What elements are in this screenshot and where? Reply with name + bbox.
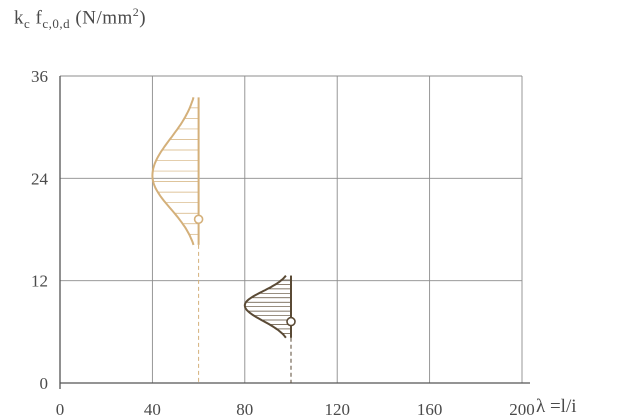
series-2: [243, 274, 296, 383]
y-axis-label: kc fc,0,d (N/mm2): [14, 5, 147, 32]
x-tick-label-200: 200: [509, 400, 535, 417]
x-tick-label-40: 40: [144, 400, 161, 417]
y-tick-label-12: 12: [31, 272, 48, 291]
chart-marks: [151, 97, 296, 383]
x-tick-label-0: 0: [56, 400, 65, 417]
tick-labels: 0 40 80 120 160 200 0 12 24 36: [31, 67, 535, 417]
data-point: [193, 214, 204, 225]
x-tick-label-160: 160: [417, 400, 443, 417]
y-tick-label-24: 24: [31, 169, 49, 188]
y-tick-label-36: 36: [31, 67, 48, 86]
distribution-curve: [151, 97, 195, 246]
data-point: [286, 316, 296, 327]
axes: [59, 76, 530, 389]
distribution-curve: [243, 274, 287, 339]
x-tick-label-120: 120: [324, 400, 350, 417]
y-tick-label-0: 0: [40, 374, 49, 393]
grid: [60, 75, 523, 383]
x-tick-label-80: 80: [236, 400, 253, 417]
series-1: [151, 97, 204, 383]
x-axis-label: λ =l/i: [536, 396, 577, 417]
